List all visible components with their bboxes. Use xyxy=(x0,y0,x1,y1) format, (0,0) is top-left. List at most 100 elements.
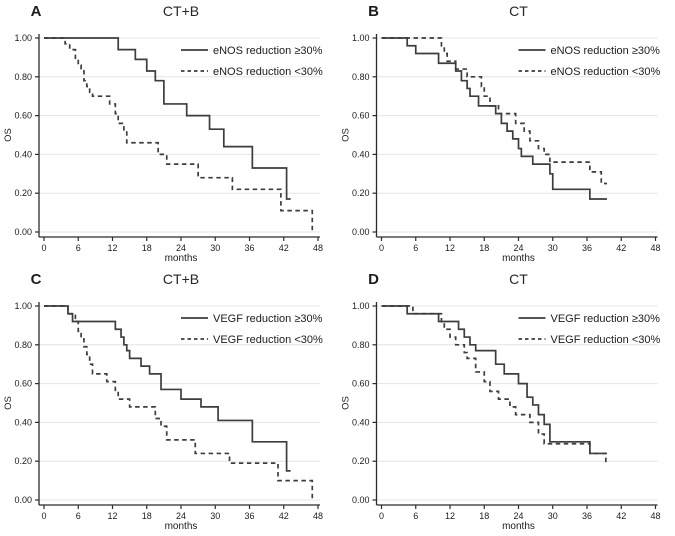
y-axis-label: OS xyxy=(341,128,352,142)
survival-curve-solid xyxy=(381,37,607,200)
panel-letter: A xyxy=(31,3,42,20)
survival-curve-dashed xyxy=(44,37,314,233)
y-axis-label: OS xyxy=(3,128,14,142)
y-tick-label: 0.60 xyxy=(352,379,370,389)
y-tick-label: 0.60 xyxy=(14,379,32,389)
y-axis-label: OS xyxy=(3,396,14,410)
survival-curve-dashed xyxy=(381,37,607,185)
x-tick-label: 12 xyxy=(445,511,455,521)
x-tick-label: 24 xyxy=(176,511,186,521)
x-tick-label: 0 xyxy=(379,243,384,253)
y-tick-label: 0.80 xyxy=(14,340,32,350)
panel-letter: C xyxy=(31,271,42,288)
panel-A: 0.00 0.20 0.40 0.60 0.80 1.00 0 6 12 18 24 30 36 42 48… xyxy=(0,0,337,268)
panel-B: 0.00 0.20 0.40 0.60 0.80 1.00 0 6 12 18 24 30 36 42 48… xyxy=(337,0,675,268)
legend-label: eNOS reduction ≥30% xyxy=(551,45,661,57)
panel-C: 0.00 0.20 0.40 0.60 0.80 1.00 0 6 12 18 24 30 36 42 48… xyxy=(0,268,337,536)
y-tick-label: 0.80 xyxy=(352,340,370,350)
x-tick-label: 36 xyxy=(244,511,254,521)
x-tick-label: 30 xyxy=(210,243,220,253)
y-tick-label: 1.00 xyxy=(352,301,370,311)
x-tick-label: 6 xyxy=(76,243,81,253)
x-tick-label: 0 xyxy=(41,511,46,521)
survival-curve-dashed xyxy=(381,305,608,464)
y-tick-label: 1.00 xyxy=(352,33,370,43)
y-tick-label: 0.40 xyxy=(14,417,32,427)
y-tick-label: 0.20 xyxy=(352,188,370,198)
x-tick-label: 30 xyxy=(548,243,558,253)
x-tick-label: 48 xyxy=(313,511,323,521)
x-tick-label: 30 xyxy=(210,511,220,521)
legend-label: VEGF reduction <30% xyxy=(551,334,661,346)
panel-title: CT+B xyxy=(163,271,199,287)
y-tick-label: 0.40 xyxy=(352,149,370,159)
legend-label: VEGF reduction ≥30% xyxy=(213,313,323,325)
y-tick-label: 0.20 xyxy=(14,188,32,198)
survival-curve-solid xyxy=(44,37,291,200)
x-tick-label: 42 xyxy=(616,243,626,253)
x-tick-label: 48 xyxy=(650,511,660,521)
y-tick-label: 0.80 xyxy=(14,72,32,82)
y-axis-label: OS xyxy=(341,396,352,410)
panel-C-chart: 0.00 0.20 0.40 0.60 0.80 1.00 0 6 12 18 24 30 36 42 48… xyxy=(3,271,323,532)
x-tick-label: 6 xyxy=(76,511,81,521)
x-tick-label: 36 xyxy=(244,243,254,253)
y-tick-label: 0.60 xyxy=(14,111,32,121)
x-axis-label: months xyxy=(502,253,535,264)
x-axis-label: months xyxy=(165,253,198,264)
panel-title: CT+B xyxy=(163,3,199,19)
panel-letter: B xyxy=(368,3,379,20)
panel-A-chart: 0.00 0.20 0.40 0.60 0.80 1.00 0 6 12 18 24 30 36 42 48… xyxy=(3,3,323,264)
y-tick-label: 0.20 xyxy=(352,456,370,466)
survival-curve-dashed xyxy=(44,305,314,501)
x-tick-label: 48 xyxy=(650,243,660,253)
x-axis-label: months xyxy=(165,521,198,532)
panel-letter: D xyxy=(368,271,379,288)
legend-label: VEGF reduction <30% xyxy=(213,334,323,346)
y-tick-label: 1.00 xyxy=(14,33,32,43)
x-tick-label: 6 xyxy=(413,243,418,253)
y-tick-label: 1.00 xyxy=(14,301,32,311)
survival-curve-solid xyxy=(44,305,291,472)
legend-label: eNOS reduction <30% xyxy=(551,66,661,78)
x-tick-label: 30 xyxy=(548,511,558,521)
x-tick-label: 12 xyxy=(107,511,117,521)
x-tick-label: 18 xyxy=(142,511,152,521)
x-tick-label: 36 xyxy=(582,511,592,521)
y-tick-label: 0.00 xyxy=(14,227,32,237)
x-tick-label: 24 xyxy=(513,511,523,521)
panel-D-chart: 0.00 0.20 0.40 0.60 0.80 1.00 0 6 12 18 24 30 36 42 48… xyxy=(341,271,661,532)
y-tick-label: 0.00 xyxy=(352,227,370,237)
x-tick-label: 12 xyxy=(107,243,117,253)
x-tick-label: 18 xyxy=(479,511,489,521)
legend-label: eNOS reduction ≥30% xyxy=(213,45,323,57)
x-tick-label: 6 xyxy=(413,511,418,521)
x-tick-label: 24 xyxy=(176,243,186,253)
y-tick-label: 0.40 xyxy=(352,417,370,427)
x-tick-label: 42 xyxy=(279,243,289,253)
x-tick-label: 18 xyxy=(479,243,489,253)
y-tick-label: 0.00 xyxy=(14,495,32,505)
x-tick-label: 48 xyxy=(313,243,323,253)
x-tick-label: 0 xyxy=(41,243,46,253)
panel-D: 0.00 0.20 0.40 0.60 0.80 1.00 0 6 12 18 24 30 36 42 48… xyxy=(337,268,675,536)
x-tick-label: 42 xyxy=(616,511,626,521)
x-tick-label: 18 xyxy=(142,243,152,253)
x-tick-label: 42 xyxy=(279,511,289,521)
legend-label: eNOS reduction <30% xyxy=(213,66,323,78)
x-tick-label: 12 xyxy=(445,243,455,253)
y-tick-label: 0.20 xyxy=(14,456,32,466)
y-tick-label: 0.60 xyxy=(352,111,370,121)
panel-B-chart: 0.00 0.20 0.40 0.60 0.80 1.00 0 6 12 18 24 30 36 42 48… xyxy=(341,3,661,264)
x-tick-label: 0 xyxy=(379,511,384,521)
x-axis-label: months xyxy=(502,521,535,532)
survival-curve-solid xyxy=(381,305,607,455)
x-tick-label: 24 xyxy=(513,243,523,253)
y-tick-label: 0.40 xyxy=(14,149,32,159)
y-tick-label: 0.00 xyxy=(352,495,370,505)
x-tick-label: 36 xyxy=(582,243,592,253)
legend-label: VEGF reduction ≥30% xyxy=(551,313,661,325)
y-tick-label: 0.80 xyxy=(352,72,370,82)
panel-title: CT xyxy=(509,271,528,287)
